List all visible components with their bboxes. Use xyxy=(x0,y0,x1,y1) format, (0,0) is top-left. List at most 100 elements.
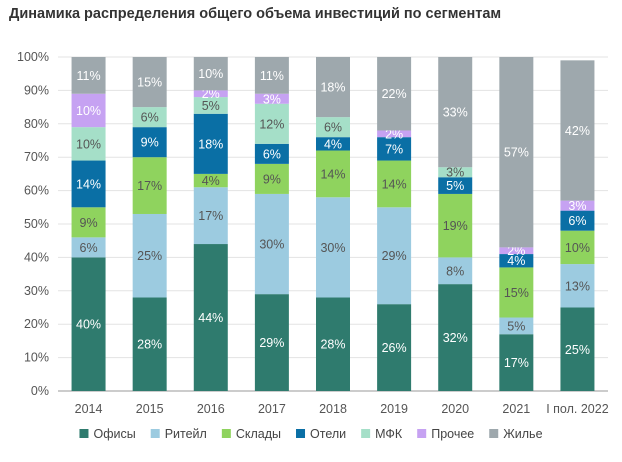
bar-stack: 44% 17% 4% 18% 5%2% 10% xyxy=(193,57,228,391)
legend-swatch xyxy=(79,429,89,438)
bar-segment xyxy=(316,197,350,298)
bar-segment xyxy=(438,257,473,285)
bar-value-label: 32% xyxy=(443,331,468,345)
bar-segment xyxy=(377,130,412,138)
y-tick-label: 50% xyxy=(24,217,49,231)
x-tick-label: 2021 xyxy=(502,402,530,416)
bar-value-label: 10% xyxy=(76,104,101,118)
bar-value-label: 6% xyxy=(80,241,98,255)
legend-label: Жилье xyxy=(503,427,542,441)
bar-value-label: 3% xyxy=(263,92,281,106)
bar-segment xyxy=(560,200,595,211)
bar-value-label: 17% xyxy=(137,179,162,193)
bar-value-label: 17% xyxy=(198,209,223,223)
bar-segment xyxy=(254,163,289,194)
y-tick-label: 70% xyxy=(24,150,49,164)
bar-value-label: 10% xyxy=(76,137,101,151)
bar-value-label: 13% xyxy=(565,279,590,293)
legend-label: Ритейл xyxy=(165,427,207,441)
bar-value-label: 30% xyxy=(259,238,284,252)
y-tick-label: 30% xyxy=(24,284,49,298)
legend-label: Прочее xyxy=(431,427,474,441)
bar-value-label: 57% xyxy=(504,146,529,160)
legend-item: Склады xyxy=(221,427,281,441)
bar-stack: 32% 8% 19% 5%3% 33% xyxy=(438,57,473,391)
bar-segment xyxy=(499,254,534,268)
bar-segment xyxy=(132,297,167,391)
bar-segment xyxy=(316,150,350,198)
bar-value-label: 15% xyxy=(137,76,162,90)
bar-segment xyxy=(71,207,106,238)
bar-segment xyxy=(499,57,534,248)
bar-segment xyxy=(560,264,595,308)
bar-segment xyxy=(316,297,350,391)
bar-segment xyxy=(499,247,534,255)
bar-value-label: 4% xyxy=(202,174,220,188)
x-tick-label: 2017 xyxy=(258,402,286,416)
y-tick-label: 60% xyxy=(24,184,49,198)
legend-swatch xyxy=(361,429,371,438)
bar-value-label: 9% xyxy=(80,216,98,230)
bar-stack: 26% 29% 14% 7%2% 22% xyxy=(377,57,412,391)
x-tick-label: 2014 xyxy=(75,402,103,416)
x-tick-label: 2018 xyxy=(319,402,347,416)
bar-value-label: 25% xyxy=(137,249,162,263)
legend-swatch xyxy=(150,429,160,438)
bar-segment xyxy=(316,117,350,138)
bar-segment xyxy=(193,57,228,91)
bar-value-label: 3% xyxy=(568,199,586,213)
chart-title: Динамика распределения общего объема инв… xyxy=(9,6,502,22)
y-tick-label: 90% xyxy=(24,83,49,97)
bar-segment xyxy=(316,137,350,151)
legend-swatch xyxy=(296,429,306,438)
bar-value-label: 9% xyxy=(141,136,159,150)
bar-segment xyxy=(560,307,595,391)
legend-label: МФК xyxy=(375,427,403,441)
bar-segment xyxy=(193,173,228,188)
bar-value-label: 12% xyxy=(259,117,284,131)
bar-value-label: 40% xyxy=(76,318,101,332)
bar-value-label: 4% xyxy=(324,137,342,151)
bar-segment xyxy=(254,143,289,164)
bar-value-label: 14% xyxy=(382,177,407,191)
bar-value-label: 29% xyxy=(382,249,407,263)
y-tick-label: 100% xyxy=(17,50,49,64)
x-tick-label: 2020 xyxy=(441,402,469,416)
bar-segment xyxy=(499,267,534,318)
bar-segment xyxy=(499,317,534,335)
legend: Офисы Ритейл Склады Отели МФК Прочее Жилье xyxy=(79,427,543,441)
x-tick-label: 2019 xyxy=(380,402,408,416)
legend-item: МФК xyxy=(361,427,403,441)
bar-value-label: 29% xyxy=(259,336,284,350)
bar-segment xyxy=(254,57,289,94)
bar-value-label: 18% xyxy=(320,81,345,95)
bar-value-label: 8% xyxy=(446,264,464,278)
bar-value-label: 14% xyxy=(320,167,345,181)
bar-stack: 28% 30% 14% 4% 6% 18% xyxy=(316,57,350,391)
bar-stack: 28% 25% 17% 9% 6% 15% xyxy=(132,57,167,391)
bar-segment xyxy=(193,244,228,391)
legend-label: Склады xyxy=(236,427,281,441)
bar-segment xyxy=(254,103,289,144)
legend-swatch xyxy=(489,429,499,438)
bar-segment xyxy=(71,127,106,161)
bar-value-label: 2% xyxy=(385,127,403,141)
bar-segment xyxy=(438,57,473,168)
bar-segment xyxy=(438,167,473,178)
bar-segment xyxy=(132,127,167,158)
bar-segment xyxy=(254,93,289,104)
bar-segment xyxy=(377,160,412,208)
bars: 40% 6% 9% 14% 10% 10% 11% 28% 25% 17% 9% 6% 15% 44% 17… xyxy=(71,57,595,391)
bar-segment xyxy=(254,193,289,295)
bar-segment xyxy=(132,107,167,128)
legend-item: Прочее xyxy=(417,427,474,441)
bar-value-label: 26% xyxy=(382,341,407,355)
y-axis: 0% 10% 20% 30% 40% 50% 60% 70% 80% 90% 100% xyxy=(17,50,49,398)
bar-value-label: 11% xyxy=(77,69,101,83)
bar-value-label: 5% xyxy=(446,179,464,193)
bar-value-label: 15% xyxy=(504,286,529,300)
bar-segment xyxy=(254,294,289,391)
y-tick-label: 20% xyxy=(24,317,49,331)
y-tick-label: 0% xyxy=(31,384,49,398)
bar-stack: 17% 5% 15% 4%2% 57% xyxy=(499,57,534,391)
